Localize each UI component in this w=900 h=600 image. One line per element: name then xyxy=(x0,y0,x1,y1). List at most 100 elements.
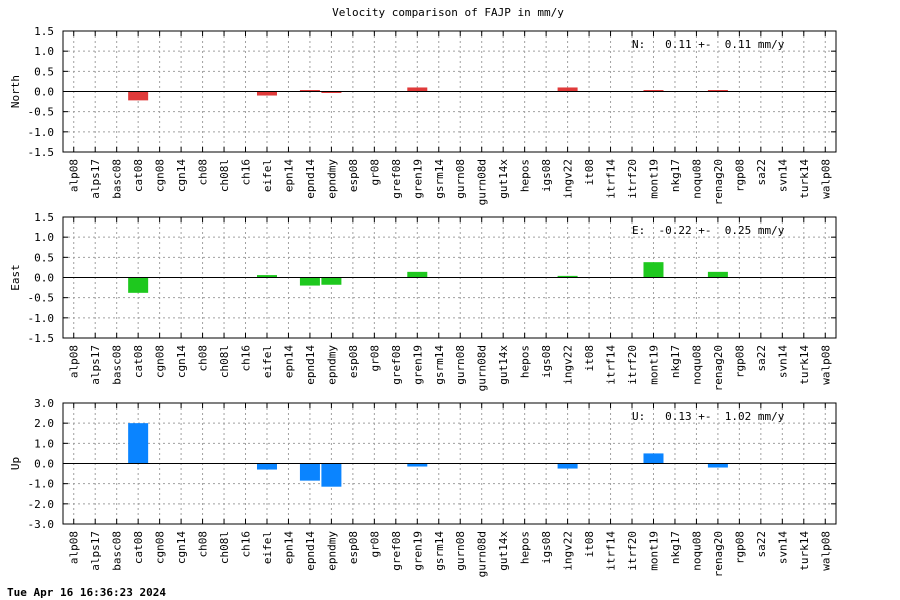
x-tick-label: gr08 xyxy=(368,345,381,372)
y-tick-label: 1.0 xyxy=(34,45,54,58)
x-tick-label: alps17 xyxy=(89,159,102,199)
panel-north: 1.5 1.0 0.5 0.0 -0.5 -1.0 -1.5 alp08 alps17 basc0… xyxy=(9,25,837,205)
x-tick-label: ingv22 xyxy=(562,159,575,199)
x-tick-label: itrf20 xyxy=(626,159,639,199)
x-tick-label: nkg17 xyxy=(669,159,682,192)
x-tick-label: esp08 xyxy=(347,345,360,378)
x-tick-label: epnd14 xyxy=(304,345,317,385)
x-tick-label: alps17 xyxy=(89,345,102,385)
bar-renag20 xyxy=(707,271,728,278)
x-tick-label: gurn08 xyxy=(454,159,467,199)
x-tick-label: basc08 xyxy=(111,531,124,571)
x-tick-label: alp08 xyxy=(68,345,81,378)
bar-mont19 xyxy=(643,453,664,464)
x-tick-label: ch16 xyxy=(240,531,253,558)
x-tick-label: mont19 xyxy=(647,159,660,199)
x-tick-label: ch16 xyxy=(240,345,253,372)
x-tick-label: itrf20 xyxy=(626,345,639,385)
x-tick-label: gr08 xyxy=(368,531,381,558)
x-tick-label: igs08 xyxy=(540,159,553,192)
x-tick-label: svn14 xyxy=(776,345,789,378)
x-tick-label: ch08l xyxy=(218,531,231,564)
x-tick-label: gref08 xyxy=(390,345,403,385)
x-tick-label: gsrm14 xyxy=(433,345,446,385)
x-tick-label: noqu08 xyxy=(690,345,703,385)
bar-epnd14 xyxy=(299,463,320,481)
x-tick-label: eifel xyxy=(261,531,274,564)
plot-frame xyxy=(62,402,837,525)
x-tick-label: esp08 xyxy=(347,159,360,192)
x-tick-label: igs08 xyxy=(540,531,553,564)
y-tick-label: -2.0 xyxy=(28,498,55,511)
x-tick-label: gren19 xyxy=(411,345,424,385)
x-tick-label: turk14 xyxy=(798,345,811,385)
y-tick-label: -1.5 xyxy=(28,332,55,345)
x-tick-label: rgp08 xyxy=(733,345,746,378)
x-tick-label: epn14 xyxy=(282,531,295,564)
plot-frame xyxy=(62,216,837,339)
y-axis-label: Up xyxy=(9,457,22,470)
bar-ingv22 xyxy=(557,87,578,92)
x-tick-label: cat08 xyxy=(132,345,145,378)
x-tick-label: mont19 xyxy=(647,345,660,385)
x-tick-label: itrf14 xyxy=(605,159,618,199)
stat-annotation: E: -0.22 +- 0.25 mm/y xyxy=(632,224,785,237)
x-tick-label: gref08 xyxy=(390,159,403,199)
x-tick-label: gurn08d xyxy=(476,345,489,391)
x-tick-label: walp08 xyxy=(819,159,832,199)
x-tick-label: alp08 xyxy=(68,531,81,564)
x-tick-label: sa22 xyxy=(755,345,768,372)
x-tick-label: it08 xyxy=(583,531,596,558)
bar-gren19 xyxy=(407,463,428,467)
x-tick-label: ch08 xyxy=(197,531,210,558)
x-tick-label: ch08l xyxy=(218,345,231,378)
x-tick-label: epn14 xyxy=(282,159,295,192)
bar-gren19 xyxy=(407,87,428,92)
x-tick-label: noqu08 xyxy=(690,159,703,199)
y-tick-label: 0.0 xyxy=(34,86,54,99)
x-tick-label: gurn08d xyxy=(476,159,489,205)
bar-eifel xyxy=(256,91,277,96)
x-tick-label: gr08 xyxy=(368,159,381,186)
chart-title: Velocity comparison of FAJP in mm/y xyxy=(332,6,564,19)
x-tick-label: walp08 xyxy=(819,345,832,385)
y-tick-label: 1.5 xyxy=(34,25,54,38)
x-tick-label: gsrm14 xyxy=(433,159,446,199)
y-tick-label: 0.5 xyxy=(34,65,54,78)
y-tick-label: -1.5 xyxy=(28,146,55,159)
x-tick-label: ch08 xyxy=(197,345,210,372)
panel-east: 1.5 1.0 0.5 0.0 -0.5 -1.0 -1.5 alp08 alps17 basc0… xyxy=(9,211,837,391)
x-tick-label: rgp08 xyxy=(733,159,746,192)
x-tick-label: it08 xyxy=(583,345,596,372)
y-axis-label: East xyxy=(9,264,22,291)
x-tick-label: epndmy xyxy=(325,531,338,571)
x-tick-label: cgn14 xyxy=(175,531,188,564)
y-tick-label: -1.0 xyxy=(28,478,55,491)
bar-gren19 xyxy=(407,271,428,278)
x-tick-label: ch08 xyxy=(197,159,210,186)
x-tick-label: sa22 xyxy=(755,159,768,186)
y-tick-label: 1.5 xyxy=(34,211,54,224)
y-tick-label: -1.0 xyxy=(28,312,55,325)
x-tick-label: nkg17 xyxy=(669,345,682,378)
x-tick-label: itrf14 xyxy=(605,531,618,571)
x-tick-label: noqu08 xyxy=(690,531,703,571)
x-tick-label: basc08 xyxy=(111,345,124,385)
x-tick-label: cat08 xyxy=(132,531,145,564)
bar-cat08 xyxy=(128,277,149,293)
x-tick-label: nkg17 xyxy=(669,531,682,564)
x-tick-label: renag20 xyxy=(712,531,725,577)
x-tick-label: alps17 xyxy=(89,531,102,571)
y-tick-label: -1.0 xyxy=(28,126,55,139)
y-tick-label: 0.5 xyxy=(34,251,54,264)
x-tick-label: renag20 xyxy=(712,159,725,205)
x-tick-label: cgn08 xyxy=(154,345,167,378)
bar-epnd14 xyxy=(299,90,320,92)
x-tick-label: cgn14 xyxy=(175,345,188,378)
x-tick-label: cgn08 xyxy=(154,531,167,564)
y-tick-label: 0.0 xyxy=(34,272,54,285)
y-tick-label: 1.0 xyxy=(34,437,54,450)
x-tick-label: esp08 xyxy=(347,531,360,564)
x-tick-label: gref08 xyxy=(390,531,403,571)
